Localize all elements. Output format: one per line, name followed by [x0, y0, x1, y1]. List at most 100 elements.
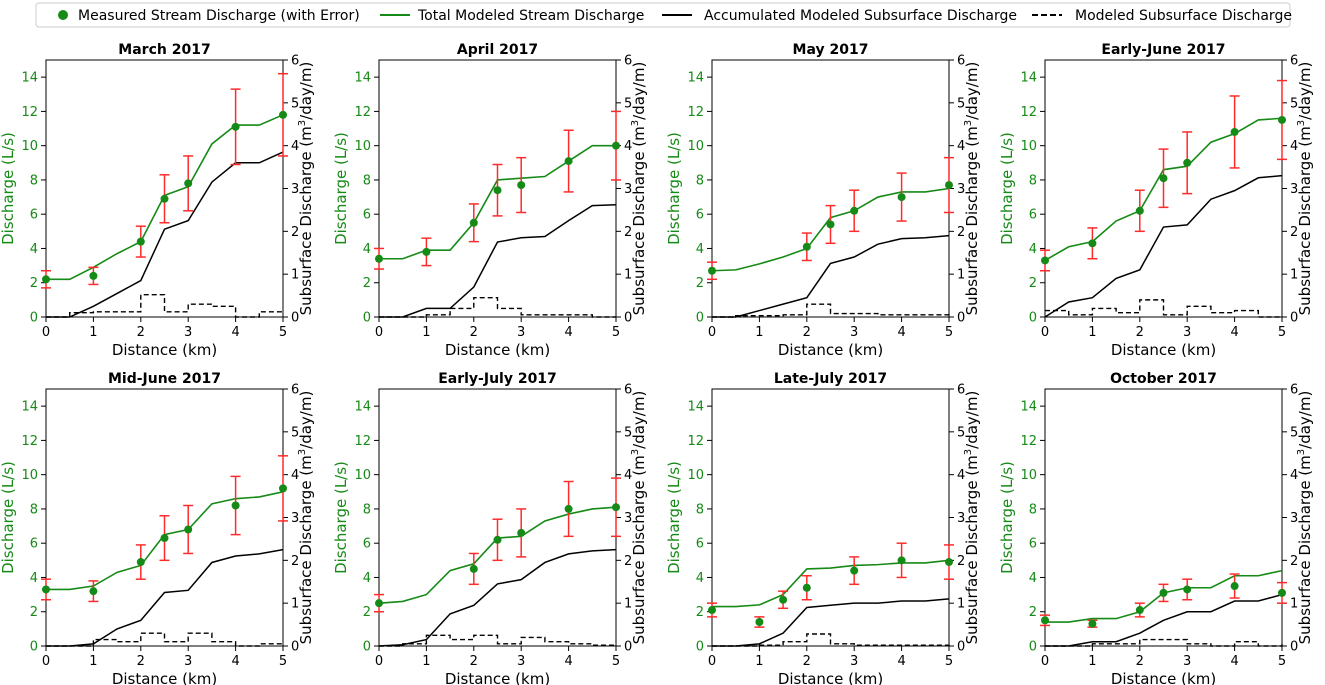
measured-point — [564, 157, 573, 166]
measured-point — [1135, 606, 1144, 615]
y-right-label-part: /day/m) — [1296, 62, 1314, 120]
x-tick-label: 1 — [89, 654, 97, 669]
y-left-tick-label: 10 — [1020, 139, 1037, 154]
measured-point — [184, 525, 193, 534]
y-left-tick-label: 8 — [1029, 173, 1037, 188]
measured-point — [1041, 256, 1049, 265]
measured-point — [160, 194, 169, 203]
y-right-label-part: Subsurface Discharge (m — [963, 126, 981, 315]
measured-point — [279, 110, 287, 119]
y-right-tick-label: 5 — [624, 425, 632, 440]
measured-point — [1230, 582, 1239, 591]
y-right-tick-label: 3 — [291, 511, 299, 526]
x-tick-label: 4 — [897, 325, 905, 340]
y-left-tick-label: 0 — [363, 640, 371, 655]
measured-point — [493, 186, 502, 195]
y-left-tick-label: 12 — [354, 105, 371, 120]
y-right-tick-label: 3 — [624, 511, 632, 526]
y-left-tick-label: 2 — [30, 605, 38, 620]
measured-point — [231, 501, 240, 510]
y-left-tick-label: 12 — [687, 105, 704, 120]
legend-measured-marker — [58, 10, 68, 20]
y-right-tick-label: 4 — [1290, 139, 1298, 154]
measured-point — [755, 618, 764, 627]
y-left-tick-label: 14 — [21, 400, 38, 415]
series-accumulated — [378, 548, 617, 647]
y-right-tick-label: 0 — [957, 640, 965, 655]
measured-point — [469, 218, 478, 227]
y-left-tick-label: 14 — [1020, 400, 1037, 415]
x-axis-label: Distance (km) — [112, 670, 217, 685]
x-tick-label: 4 — [231, 654, 239, 669]
y-right-tick-label: 6 — [291, 383, 299, 398]
y-left-tick-label: 14 — [687, 400, 704, 415]
y-left-tick-label: 6 — [30, 537, 38, 552]
y-right-label-part: /day/m) — [630, 391, 648, 449]
measured-point — [493, 535, 502, 544]
x-axis-label: Distance (km) — [778, 670, 883, 685]
x-axis-label: Distance (km) — [445, 341, 550, 359]
y-right-axis-label: Subsurface Discharge (m3/day/m) — [963, 62, 981, 316]
plot-frame — [711, 59, 950, 318]
y-right-tick-label: 5 — [1290, 425, 1298, 440]
x-tick-label: 3 — [1183, 654, 1191, 669]
y-right-tick-label: 6 — [291, 54, 299, 69]
y-left-tick-label: 4 — [30, 242, 38, 257]
y-right-label-sup: 3 — [297, 120, 308, 126]
legend-subsurface-label: Modeled Subsurface Discharge — [1075, 8, 1292, 24]
x-tick-label: 5 — [279, 325, 287, 340]
y-right-label-part: /day/m) — [963, 62, 981, 120]
y-left-tick-label: 14 — [21, 71, 38, 86]
y-right-label-part: /day/m) — [297, 62, 315, 120]
measured-point — [1088, 619, 1097, 628]
y-right-label-sup: 3 — [297, 449, 308, 455]
series-accumulated — [379, 204, 617, 318]
y-right-tick-label: 5 — [957, 96, 965, 111]
series-accumulated — [46, 151, 284, 318]
measured-point — [1041, 616, 1049, 625]
x-tick-label: 4 — [564, 325, 572, 340]
y-right-tick-label: 2 — [624, 554, 632, 569]
y-right-tick-label: 5 — [291, 96, 299, 111]
y-right-tick-label: 1 — [291, 268, 299, 283]
series-subsurface — [712, 633, 950, 647]
y-right-tick-label: 0 — [957, 311, 965, 326]
y-right-tick-label: 1 — [624, 597, 632, 612]
x-tick-label: 2 — [137, 654, 145, 669]
y-right-tick-label: 2 — [957, 225, 965, 240]
panel-title: Early-July 2017 — [438, 371, 557, 387]
x-tick-label: 3 — [850, 325, 858, 340]
series-accumulated — [712, 234, 950, 318]
y-left-tick-label: 0 — [696, 311, 704, 326]
y-right-tick-label: 1 — [1290, 268, 1298, 283]
x-tick-label: 2 — [137, 325, 145, 340]
y-left-tick-label: 10 — [21, 468, 38, 483]
y-left-tick-label: 6 — [363, 208, 371, 223]
y-left-axis-label: Discharge (L/s) — [0, 461, 17, 574]
y-right-label-part: /day/m) — [1296, 391, 1314, 449]
measured-point — [945, 181, 953, 190]
measured-point — [160, 534, 169, 543]
y-left-tick-label: 10 — [687, 468, 704, 483]
y-right-tick-label: 4 — [957, 468, 965, 483]
y-right-tick-label: 0 — [1290, 311, 1298, 326]
measured-point — [1183, 158, 1192, 167]
y-right-tick-label: 5 — [1290, 96, 1298, 111]
measured-point — [897, 556, 906, 565]
x-tick-label: 2 — [470, 325, 478, 340]
y-right-axis-label: Subsurface Discharge (m3/day/m) — [1296, 391, 1314, 645]
x-axis-label: Distance (km) — [1111, 341, 1216, 359]
x-tick-label: 3 — [517, 654, 525, 669]
x-tick-label: 0 — [1041, 325, 1049, 340]
y-right-tick-label: 0 — [1290, 640, 1298, 655]
series-accumulated — [712, 598, 950, 647]
y-left-tick-label: 12 — [1020, 434, 1037, 449]
y-left-tick-label: 2 — [1029, 276, 1037, 291]
x-tick-label: 5 — [1278, 654, 1286, 669]
series-subsurface — [46, 632, 283, 647]
y-right-tick-label: 2 — [291, 225, 299, 240]
